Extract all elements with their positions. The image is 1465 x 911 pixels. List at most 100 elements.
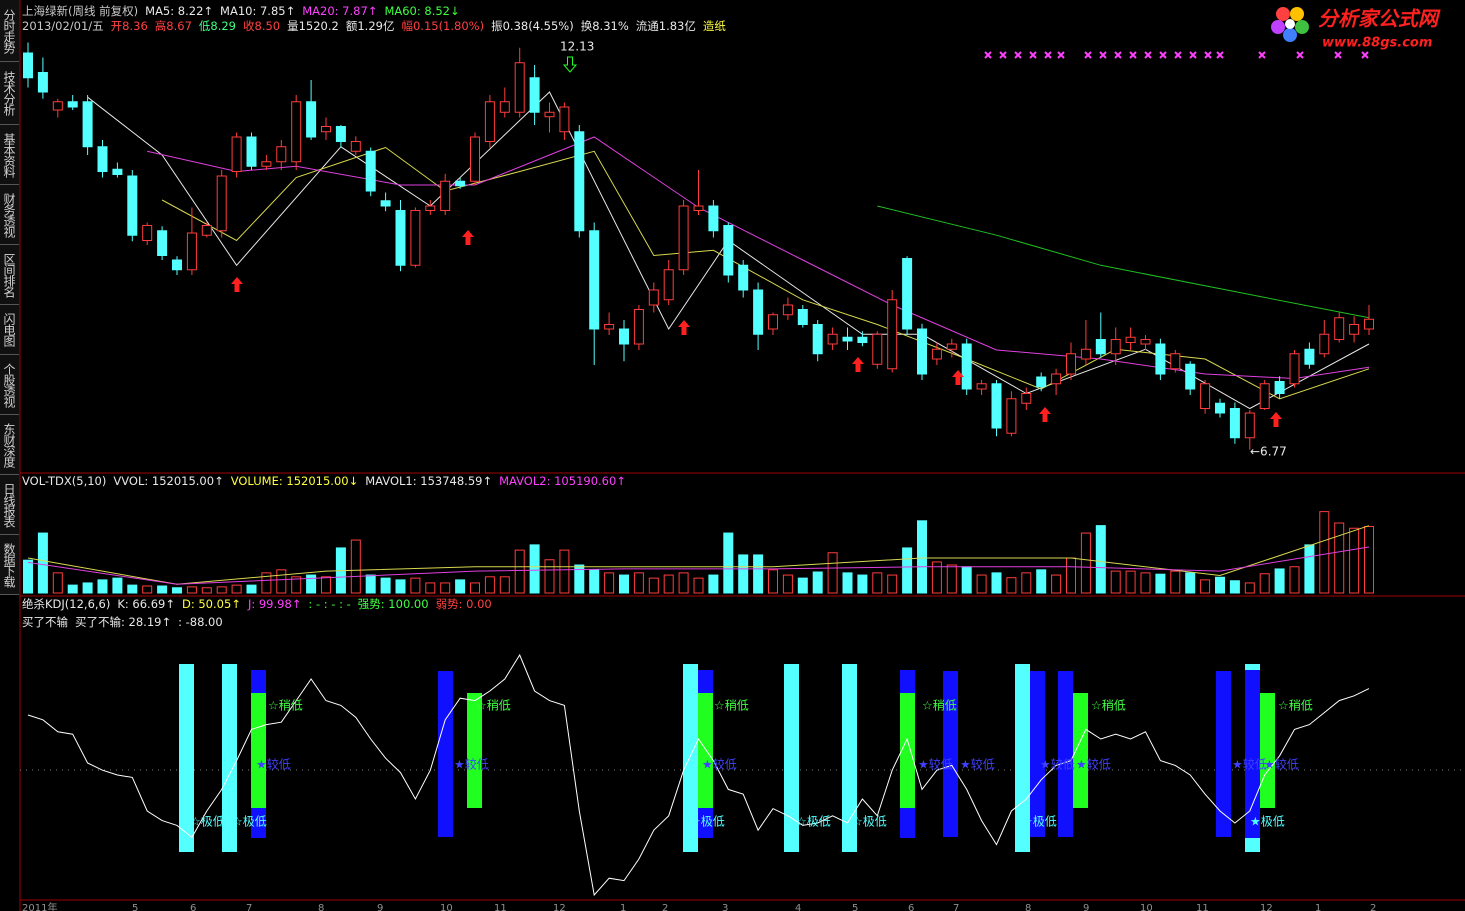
candle-body bbox=[455, 180, 466, 187]
x-tick-label: 1 bbox=[620, 903, 626, 911]
sidebar-tab[interactable]: 基本资料 bbox=[0, 125, 19, 185]
legend-item: 上海绿新(周线 前复权) bbox=[22, 4, 139, 18]
signal-bar bbox=[900, 693, 915, 808]
volume-bar bbox=[902, 547, 913, 594]
volume-bar bbox=[842, 572, 853, 594]
price-legend: 上海绿新(周线 前复权) MA5: 8.22↑ MA10: 7.85↑ MA20: 7… bbox=[22, 4, 460, 18]
sidebar-tab[interactable]: 闪电图 bbox=[0, 305, 19, 355]
signal-bar bbox=[683, 664, 698, 852]
candle-body bbox=[410, 210, 421, 266]
sidebar-tab[interactable]: 分时走势 bbox=[0, 0, 19, 62]
volume-bar bbox=[529, 544, 540, 594]
legend-item: 幅0.15(1.80%) bbox=[401, 19, 485, 33]
pink-mark bbox=[1099, 51, 1107, 59]
annotation: 12.13 bbox=[560, 40, 594, 54]
candle-body bbox=[1110, 339, 1121, 355]
volume-bar bbox=[97, 579, 108, 594]
candle-body bbox=[1200, 383, 1211, 409]
signal-label: ★较低 bbox=[1264, 757, 1299, 772]
signal-label: ★较低 bbox=[454, 757, 489, 772]
sidebar-tab[interactable]: 技术分析 bbox=[0, 62, 19, 125]
candle-body bbox=[857, 336, 868, 343]
kdj-line bbox=[27, 653, 1370, 897]
volume-bar bbox=[514, 549, 525, 594]
legend-item: 低8.29 bbox=[198, 19, 236, 33]
volume-bar bbox=[484, 576, 495, 594]
candle-body bbox=[365, 150, 376, 192]
candle-body bbox=[1170, 353, 1181, 370]
volume-legend: VOL-TDX(5,10) VVOL: 152015.00↑ VOLUME: 152… bbox=[22, 474, 626, 488]
volume-bar bbox=[1170, 570, 1181, 594]
candle-body bbox=[976, 383, 987, 390]
legend-item: 高8.67 bbox=[154, 19, 192, 33]
volume-bar bbox=[499, 576, 510, 594]
x-tick-label: 4 bbox=[795, 903, 801, 911]
candle-body bbox=[1319, 333, 1330, 355]
mavol-line bbox=[27, 546, 1370, 585]
signal-bar bbox=[1216, 671, 1231, 837]
candle-body bbox=[1244, 412, 1255, 439]
signal-label: ★极低 bbox=[1250, 815, 1285, 829]
legend-item: MAVOL2: 105190.60↑ bbox=[499, 474, 626, 488]
sidebar-tab[interactable]: 东财深度 bbox=[0, 415, 19, 475]
candle-body bbox=[440, 180, 451, 211]
volume-bar bbox=[306, 574, 317, 594]
x-tick-label: 10 bbox=[1140, 903, 1153, 911]
annotation: ←6.77 bbox=[1250, 445, 1287, 459]
volume-bar bbox=[812, 571, 823, 594]
x-tick-label: 9 bbox=[377, 903, 383, 911]
signal-label: ★较低 bbox=[960, 757, 995, 772]
signal-label: ★较低 bbox=[1040, 757, 1075, 772]
signal-bar bbox=[222, 664, 237, 852]
signal-label: ★较低 bbox=[918, 757, 953, 772]
volume-bar bbox=[231, 584, 242, 594]
volume-bar bbox=[112, 577, 123, 594]
signal-label: ☆稍低 bbox=[1278, 699, 1313, 713]
ma-line bbox=[161, 146, 1370, 400]
sidebar-tab[interactable]: 个股透视 bbox=[0, 355, 19, 415]
sidebar-tab[interactable]: 数据下载 bbox=[0, 535, 19, 595]
candle-body bbox=[663, 269, 674, 301]
volume-bar bbox=[857, 574, 868, 594]
legend-item: : -88.00 bbox=[178, 615, 223, 629]
volume-bar bbox=[961, 566, 972, 594]
candle-body bbox=[1080, 348, 1091, 360]
sidebar-tab[interactable]: 财务透视 bbox=[0, 185, 19, 245]
signal-label: ★较低 bbox=[256, 757, 291, 772]
candle-body bbox=[708, 205, 719, 232]
volume-bar bbox=[216, 586, 227, 594]
candle-body bbox=[97, 146, 108, 172]
volume-bar bbox=[1080, 532, 1091, 594]
candle-body bbox=[231, 136, 242, 172]
volume-bar bbox=[410, 577, 421, 594]
logo-title: 分析家公式网 bbox=[1318, 7, 1441, 31]
candle-body bbox=[946, 343, 957, 350]
candle-body bbox=[1334, 317, 1345, 340]
candle-body bbox=[37, 72, 48, 93]
volume-bar bbox=[1200, 579, 1211, 594]
kdj-legend: 绝杀KDJ(12,6,6) K: 66.69↑ D: 50.05↑ J: 99.98↑… bbox=[22, 597, 492, 611]
signal-bar bbox=[1073, 693, 1088, 808]
legend-item: : - : - : - bbox=[308, 597, 351, 611]
candle-body bbox=[142, 225, 153, 241]
x-tick-label: 12 bbox=[553, 903, 566, 911]
pink-mark bbox=[1044, 51, 1052, 59]
legend-item: VOL-TDX(5,10) bbox=[22, 474, 107, 488]
pink-mark bbox=[1159, 51, 1167, 59]
pink-mark bbox=[1174, 51, 1182, 59]
candle-body bbox=[261, 161, 272, 167]
signal-bar bbox=[1260, 693, 1275, 808]
volume-bar bbox=[142, 585, 153, 594]
candle-body bbox=[931, 348, 942, 360]
candle-body bbox=[753, 289, 764, 335]
volume-bar bbox=[1304, 544, 1315, 594]
candle-body bbox=[693, 205, 704, 211]
legend-item: MAVOL1: 153748.59↑ bbox=[365, 474, 493, 488]
buy-arrow bbox=[852, 357, 864, 372]
candle-body bbox=[678, 205, 689, 271]
sidebar-tab[interactable]: 日线报表 bbox=[0, 475, 19, 535]
volume-bar bbox=[1006, 577, 1017, 594]
volume-bar bbox=[350, 539, 361, 594]
sidebar-tab[interactable]: 区间排名 bbox=[0, 245, 19, 305]
signal-label: ☆极低 bbox=[852, 815, 887, 829]
